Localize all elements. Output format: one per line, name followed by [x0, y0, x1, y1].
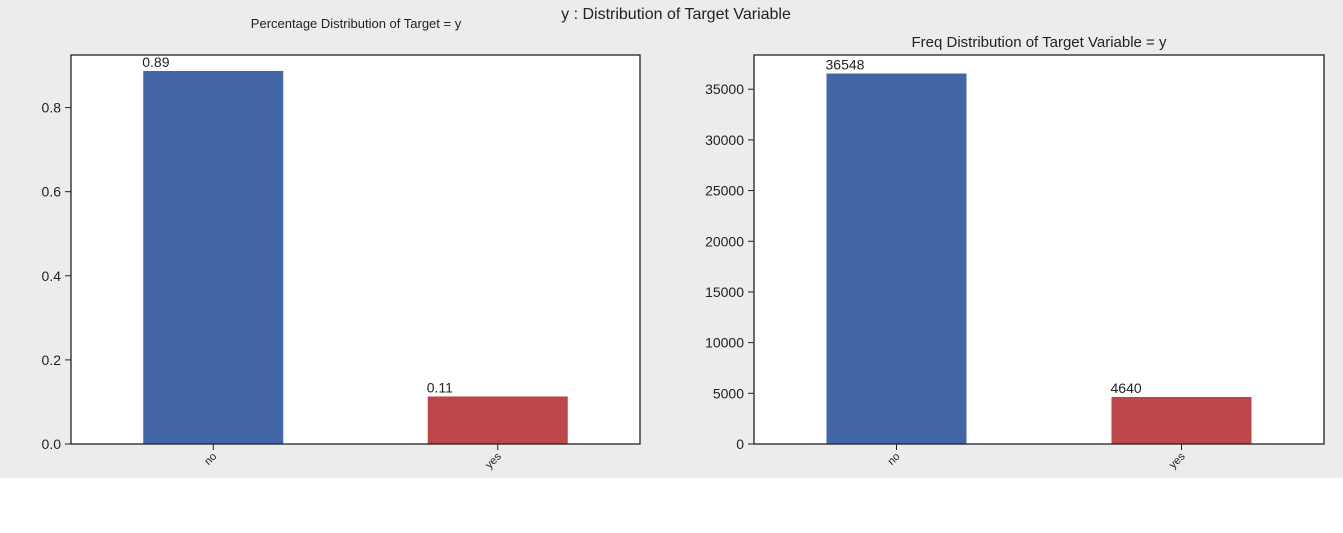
- figure-background: y : Distribution of Target Variable Perc…: [0, 0, 1343, 478]
- y-tick-label: 0.6: [42, 184, 62, 200]
- bar-no: [143, 70, 284, 445]
- y-tick-label: 5000: [713, 385, 744, 401]
- chart-title: Freq Distribution of Target Variable = y: [912, 34, 1167, 51]
- axes-frame: [70, 54, 641, 445]
- percentage-chart: Percentage Distribution of Target = y 0.8…: [42, 16, 641, 471]
- y-tick-label: 0: [736, 436, 744, 452]
- y-tick-label: 0.4: [42, 268, 62, 284]
- x-tick-label: no: [202, 451, 219, 468]
- y-tick-label: 15000: [705, 284, 744, 300]
- y-tick-label: 0.0: [42, 436, 62, 452]
- y-tick-label: 0.2: [42, 352, 62, 368]
- frequency-chart: Freq Distribution of Target Variable = y…: [705, 34, 1325, 471]
- x-tick-label: yes: [1167, 450, 1188, 471]
- charts-canvas: y : Distribution of Target Variable Perc…: [42, 6, 1325, 471]
- y-tick-label: 35000: [705, 81, 744, 97]
- y-tick-label: 25000: [705, 183, 744, 199]
- axes-frame: [753, 54, 1325, 445]
- y-tick-label: 0.8: [42, 100, 62, 116]
- y-tick-label: 20000: [705, 233, 744, 249]
- figure-suptitle: y : Distribution of Target Variable: [561, 6, 791, 23]
- chart-title: Percentage Distribution of Target = y: [251, 16, 462, 31]
- x-tick-label: yes: [483, 450, 504, 471]
- bar-value-label: 0.89: [142, 54, 169, 70]
- bar-no: [826, 73, 967, 444]
- bar-value-label: 36548: [826, 57, 865, 73]
- bar-value-label: 4640: [1111, 380, 1142, 396]
- y-tick-label: 30000: [705, 132, 744, 148]
- x-tick-label: no: [885, 451, 902, 468]
- bar-yes: [1111, 396, 1252, 444]
- bar-yes: [427, 396, 568, 444]
- bar-value-label: 0.11: [427, 379, 453, 395]
- y-tick-label: 10000: [705, 335, 744, 351]
